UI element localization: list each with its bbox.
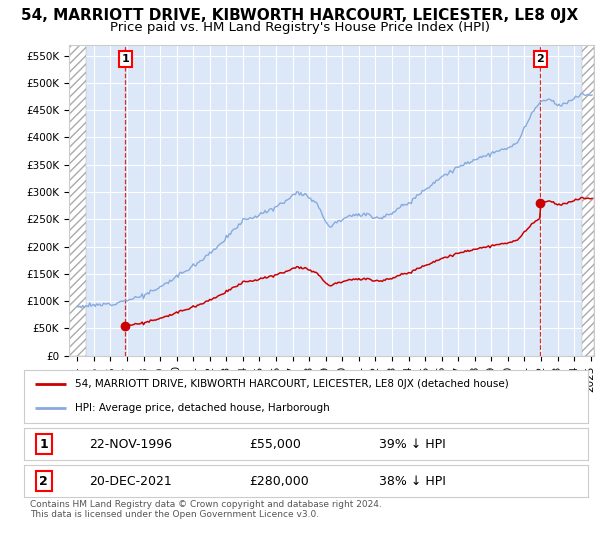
- Text: Price paid vs. HM Land Registry's House Price Index (HPI): Price paid vs. HM Land Registry's House …: [110, 21, 490, 34]
- Text: 2: 2: [536, 54, 544, 64]
- Text: 54, MARRIOTT DRIVE, KIBWORTH HARCOURT, LEICESTER, LE8 0JX: 54, MARRIOTT DRIVE, KIBWORTH HARCOURT, L…: [22, 8, 578, 24]
- Text: 22-NOV-1996: 22-NOV-1996: [89, 437, 172, 451]
- Text: 38% ↓ HPI: 38% ↓ HPI: [379, 474, 446, 488]
- Text: 20-DEC-2021: 20-DEC-2021: [89, 474, 172, 488]
- Text: £280,000: £280,000: [250, 474, 310, 488]
- Bar: [69, 45, 86, 356]
- Text: 1: 1: [40, 437, 48, 451]
- Text: 54, MARRIOTT DRIVE, KIBWORTH HARCOURT, LEICESTER, LE8 0JX (detached house): 54, MARRIOTT DRIVE, KIBWORTH HARCOURT, L…: [75, 379, 509, 389]
- Text: 1: 1: [121, 54, 129, 64]
- Text: Contains HM Land Registry data © Crown copyright and database right 2024.
This d: Contains HM Land Registry data © Crown c…: [30, 500, 382, 519]
- Text: 39% ↓ HPI: 39% ↓ HPI: [379, 437, 446, 451]
- Text: HPI: Average price, detached house, Harborough: HPI: Average price, detached house, Harb…: [75, 403, 329, 413]
- Text: 2: 2: [40, 474, 48, 488]
- Text: £55,000: £55,000: [250, 437, 301, 451]
- Bar: [583, 45, 594, 356]
